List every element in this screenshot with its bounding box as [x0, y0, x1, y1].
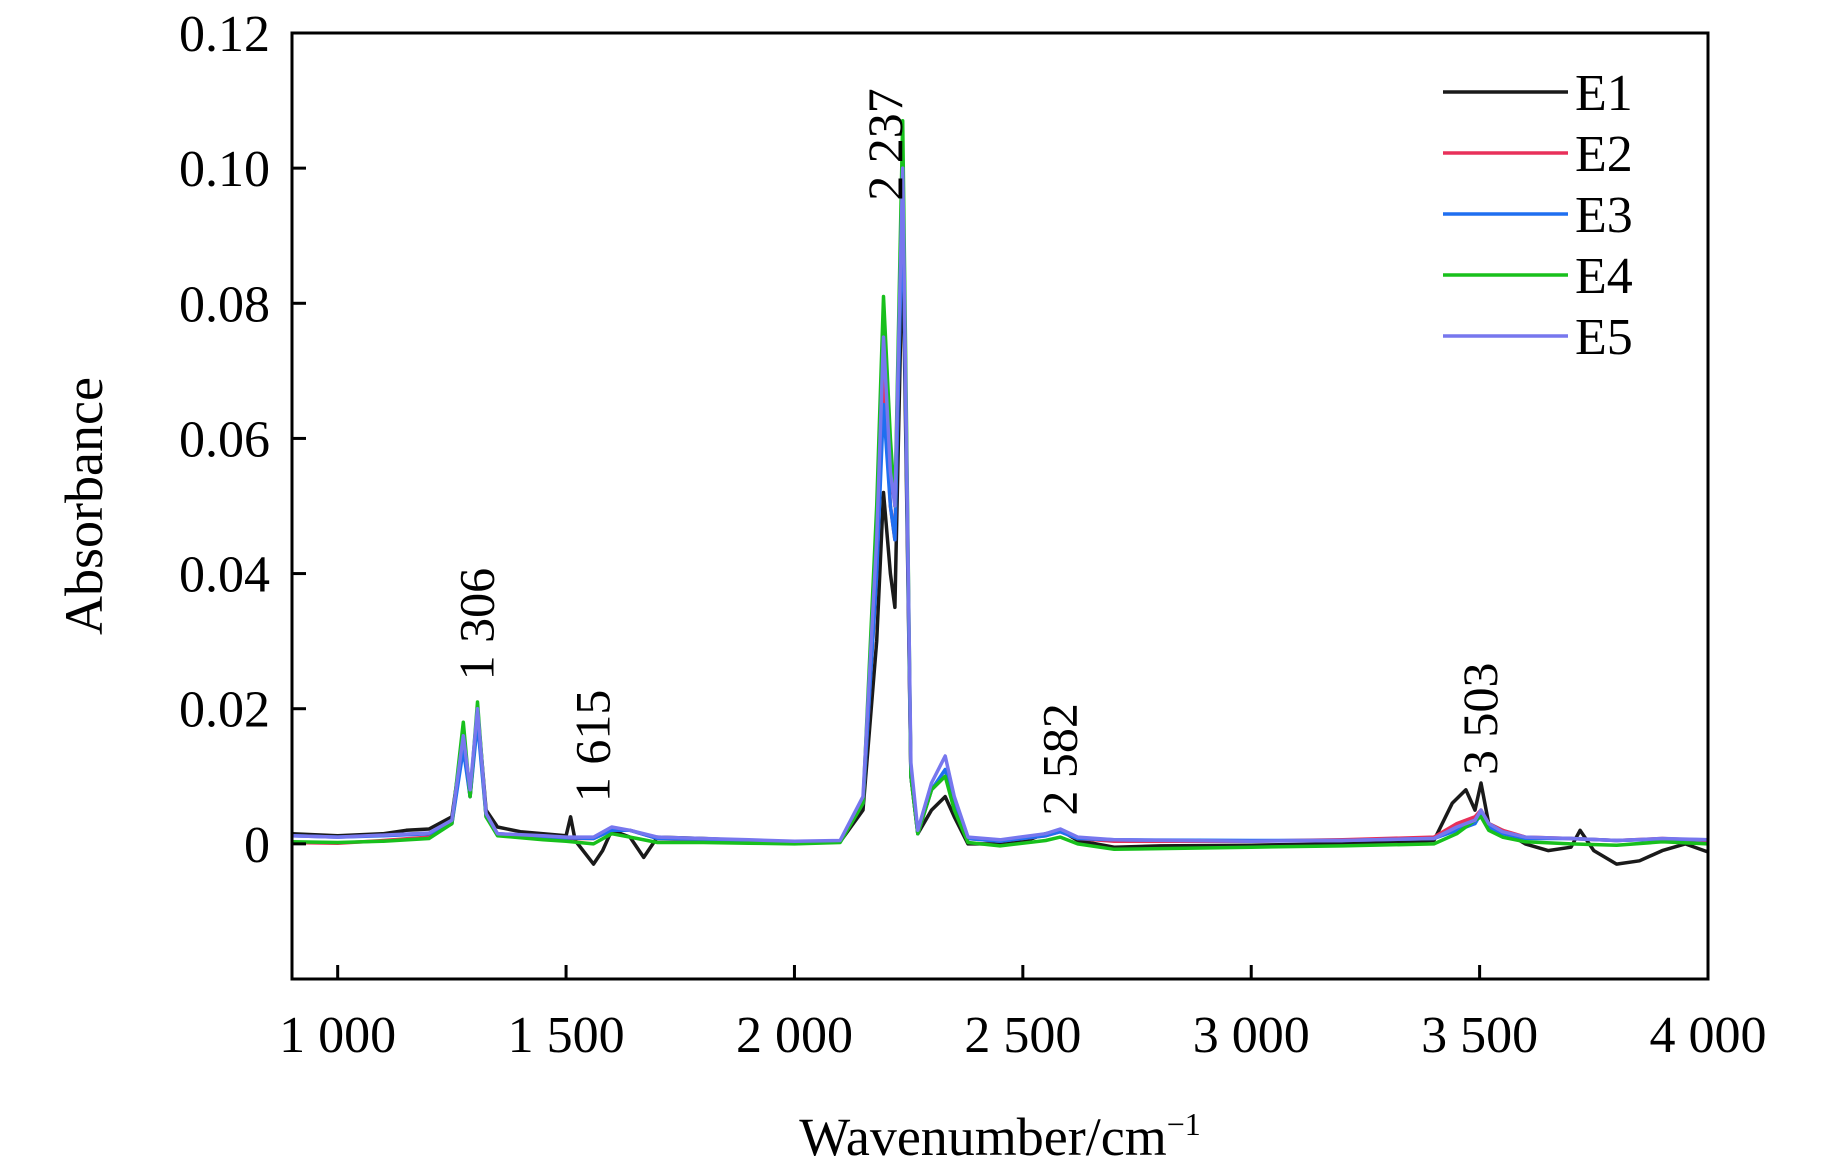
peak-annotation: 1 306 — [449, 568, 505, 681]
plot-frame — [290, 31, 1710, 981]
peak-annotation: 1 615 — [565, 690, 621, 803]
peak-annotation: 3 503 — [1452, 663, 1508, 776]
legend-label-e3: E3 — [1575, 187, 1633, 244]
y-tick-label: 0.10 — [179, 141, 270, 198]
y-tick-label: 0.06 — [179, 411, 270, 468]
x-tick-label: 3 000 — [1193, 1007, 1310, 1064]
x-tick-label: 2 500 — [964, 1007, 1081, 1064]
legend-label-e5: E5 — [1575, 309, 1633, 366]
peak-annotation: 2 582 — [1031, 703, 1087, 816]
x-tick-label: 1 500 — [508, 1007, 625, 1064]
legend-label-e1: E1 — [1575, 65, 1633, 122]
y-tick-label: 0.08 — [179, 276, 270, 333]
x-tick-label: 2 000 — [736, 1007, 853, 1064]
x-tick-label: 1 000 — [279, 1007, 396, 1064]
y-tick-label: 0.02 — [179, 682, 270, 739]
peak-annotation: 2 237 — [857, 88, 913, 201]
x-axis-ticks: 1 000 1 500 2 000 2 500 3 000 3 500 4 000 — [279, 965, 1767, 1064]
series-line-e5 — [291, 166, 1709, 843]
y-tick-label: 0.04 — [179, 547, 270, 604]
legend-label-e4: E4 — [1575, 248, 1633, 305]
plot-series — [291, 119, 1709, 866]
x-axis-title: Wavenumber/cm−1 — [799, 1106, 1201, 1167]
peak-annotations: 1 306 1 615 2 237 2 582 3 503 — [449, 88, 1509, 815]
x-tick-label: 3 500 — [1421, 1007, 1538, 1064]
y-axis-title: Absorbance — [54, 377, 114, 635]
y-axis-ticks: 0 0.02 0.04 0.06 0.08 0.10 0.12 — [179, 6, 306, 874]
legend-label-e2: E2 — [1575, 126, 1633, 183]
y-tick-label: 0 — [244, 817, 270, 874]
y-tick-label: 0.12 — [179, 6, 270, 63]
x-tick-label: 4 000 — [1650, 1007, 1767, 1064]
